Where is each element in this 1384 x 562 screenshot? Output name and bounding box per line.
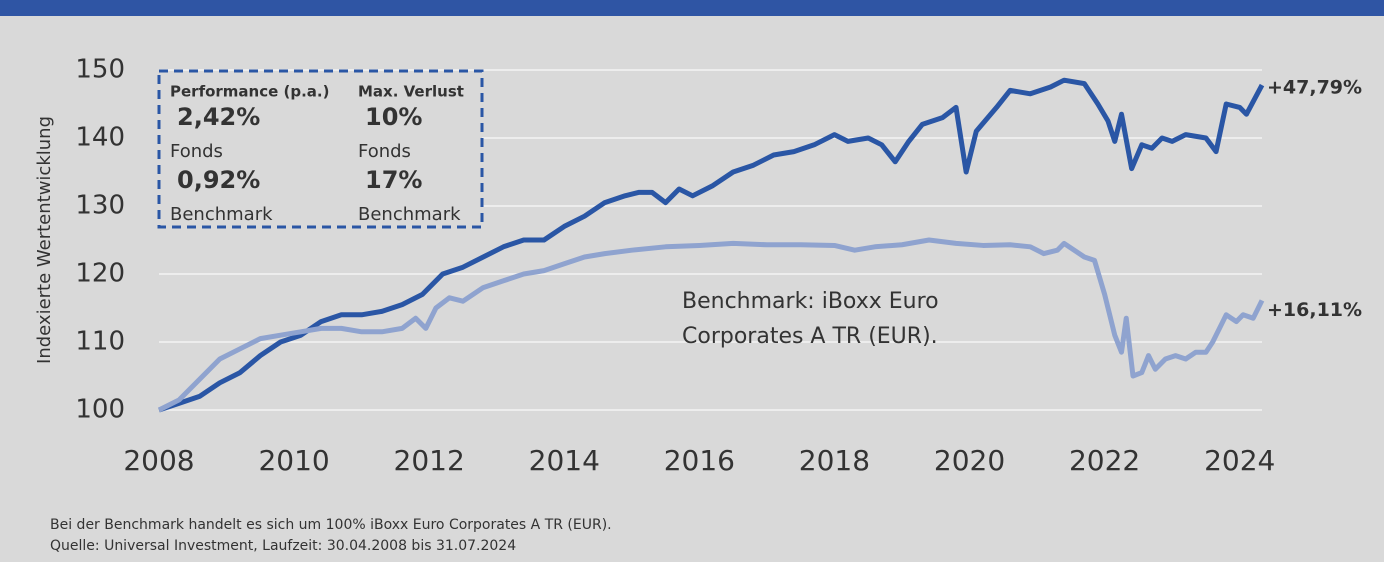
footnote: Quelle: Universal Investment, Laufzeit: …: [50, 538, 516, 554]
x-tick-label: 2018: [799, 444, 870, 477]
line-fonds: [158, 77, 1265, 413]
y-tick-label: 110: [75, 327, 125, 357]
x-tick-label: 2010: [258, 444, 329, 477]
x-tick-label: 2024: [1204, 444, 1275, 477]
x-tick-label: 2022: [1069, 444, 1140, 477]
y-tick-label: 150: [75, 55, 125, 85]
info-value: 17%: [365, 166, 422, 194]
annotation: Corporates A TR (EUR).: [682, 324, 938, 349]
line-benchmark: [157, 237, 1265, 413]
x-tick-label: 2016: [664, 444, 735, 477]
y-tick-label: 130: [75, 191, 125, 221]
info-value: 0,92%: [177, 166, 260, 194]
y-axis-label: Indexierte Wertentwicklung: [34, 116, 55, 364]
footnote: Bei der Benchmark handelt es sich um 100…: [50, 517, 612, 533]
x-tick-label: 2008: [123, 444, 194, 477]
info-value: 10%: [365, 103, 422, 131]
x-tick-label: 2012: [394, 444, 465, 477]
info-heading: Performance (p.a.): [170, 83, 329, 101]
info-label: Benchmark: [170, 204, 273, 225]
end-label: +16,11%: [1267, 299, 1362, 321]
y-tick-label: 120: [75, 259, 125, 289]
x-tick-label: 2014: [529, 444, 600, 477]
annotation: Benchmark: iBoxx Euro: [682, 289, 939, 314]
info-heading: Max. Verlust: [358, 83, 464, 101]
info-label: Benchmark: [358, 204, 461, 225]
info-label: Fonds: [170, 141, 223, 162]
info-value: 2,42%: [177, 103, 260, 131]
y-tick-label: 100: [75, 395, 125, 425]
top-band: [0, 0, 1384, 16]
x-tick-label: 2020: [934, 444, 1005, 477]
info-box: [157, 69, 484, 229]
info-label: Fonds: [358, 141, 411, 162]
end-label: +47,79%: [1267, 77, 1362, 99]
y-tick-label: 140: [75, 123, 125, 153]
